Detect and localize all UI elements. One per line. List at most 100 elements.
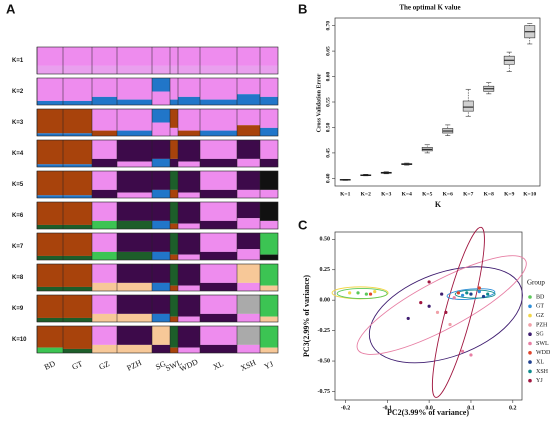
block-bottom [117, 220, 152, 229]
x-tick-label: -0.1 [383, 405, 393, 411]
row-frame [36, 170, 279, 199]
row-label: K=3 [12, 120, 24, 126]
point [481, 294, 486, 299]
panel-letter: C [298, 217, 308, 232]
point [356, 291, 360, 295]
block-bottom [178, 65, 200, 74]
legend-swatch [528, 323, 532, 327]
y-tick-label: 0.50 [320, 237, 331, 243]
block-top [178, 47, 200, 66]
y-tick-label: -0.25 [318, 328, 331, 334]
row-label: K=7 [12, 244, 24, 250]
point [456, 291, 461, 295]
block-top [170, 140, 178, 159]
block-bottom [237, 282, 260, 291]
legend-swatch [528, 304, 532, 309]
block-bottom [37, 317, 63, 322]
block-top [170, 171, 178, 190]
legend-label: GT [536, 304, 544, 310]
block-bottom [170, 285, 178, 291]
block-top [200, 233, 237, 252]
group-label: BD [43, 359, 57, 372]
y-tick-label: -0.50 [318, 358, 331, 364]
group-label: PZH [125, 358, 143, 373]
block-top [260, 326, 278, 348]
block-bottom [200, 130, 237, 136]
x-tick-label: 0.2 [509, 405, 517, 411]
x-axis-label: K [435, 200, 442, 209]
block-bottom [92, 130, 117, 136]
legend-label: SWL [536, 341, 549, 347]
x-tick-label: K=2 [361, 191, 371, 197]
x-tick-label: 0.0 [425, 405, 433, 411]
block-bottom [178, 347, 200, 353]
block-top [200, 264, 237, 283]
point [427, 280, 431, 284]
block-top [92, 47, 117, 66]
block-top [178, 78, 200, 97]
row-label: K=8 [12, 275, 24, 281]
block-top [178, 171, 200, 193]
y-tick-label: 0.70 [325, 21, 331, 31]
x-tick-label: K=4 [402, 191, 412, 197]
block-top [92, 171, 117, 190]
block-top [92, 233, 117, 252]
block-bottom [237, 189, 260, 198]
block-bottom [260, 347, 278, 353]
block-top [37, 140, 63, 165]
row-frame [36, 263, 279, 292]
block-top [200, 202, 237, 221]
block-top [92, 295, 117, 314]
block-top [260, 109, 278, 128]
block-bottom [200, 158, 237, 167]
block-bottom [237, 344, 260, 353]
block-bottom [152, 65, 170, 74]
block-bottom [117, 161, 152, 167]
block-top [63, 326, 92, 349]
block-bottom [117, 344, 152, 353]
row-label: K=5 [12, 182, 24, 188]
block-top [117, 326, 152, 345]
block-bottom [117, 65, 152, 74]
panel-letter: B [298, 1, 307, 16]
block-bottom [92, 251, 117, 260]
block-bottom [260, 158, 278, 167]
block-bottom [200, 65, 237, 74]
legend-swatch [528, 378, 532, 383]
block-bottom [260, 254, 278, 260]
block-top [200, 109, 237, 131]
point [435, 310, 440, 314]
block-top [37, 109, 63, 134]
legend-label: YJ [536, 378, 543, 384]
row-frame [36, 325, 279, 354]
point [368, 292, 373, 296]
block-bottom [37, 347, 63, 353]
x-tick-label: K=6 [443, 191, 453, 197]
block-bottom [63, 224, 92, 229]
block-top [117, 171, 152, 193]
confidence-ellipse [431, 226, 485, 398]
block-top [237, 140, 260, 159]
block-top [63, 264, 92, 287]
block-top [152, 233, 170, 252]
row-frame [36, 294, 279, 323]
y-tick-label: 0.00 [320, 298, 331, 304]
panel-letter: A [6, 1, 16, 16]
point [469, 353, 473, 357]
legend-swatch [528, 295, 532, 299]
block-top [200, 140, 237, 159]
block-top [178, 233, 200, 255]
block-top [170, 47, 178, 66]
block-top [152, 78, 170, 92]
block-top [237, 233, 260, 250]
block-top [63, 295, 92, 318]
block-top [117, 264, 152, 283]
block-top [200, 295, 237, 314]
legend-label: XL [536, 359, 544, 365]
group-label: XSH [239, 358, 258, 373]
block-bottom [237, 218, 260, 229]
block-bottom [178, 96, 200, 105]
row-frame [36, 139, 279, 168]
block-top [260, 78, 278, 97]
block-top [178, 109, 200, 131]
